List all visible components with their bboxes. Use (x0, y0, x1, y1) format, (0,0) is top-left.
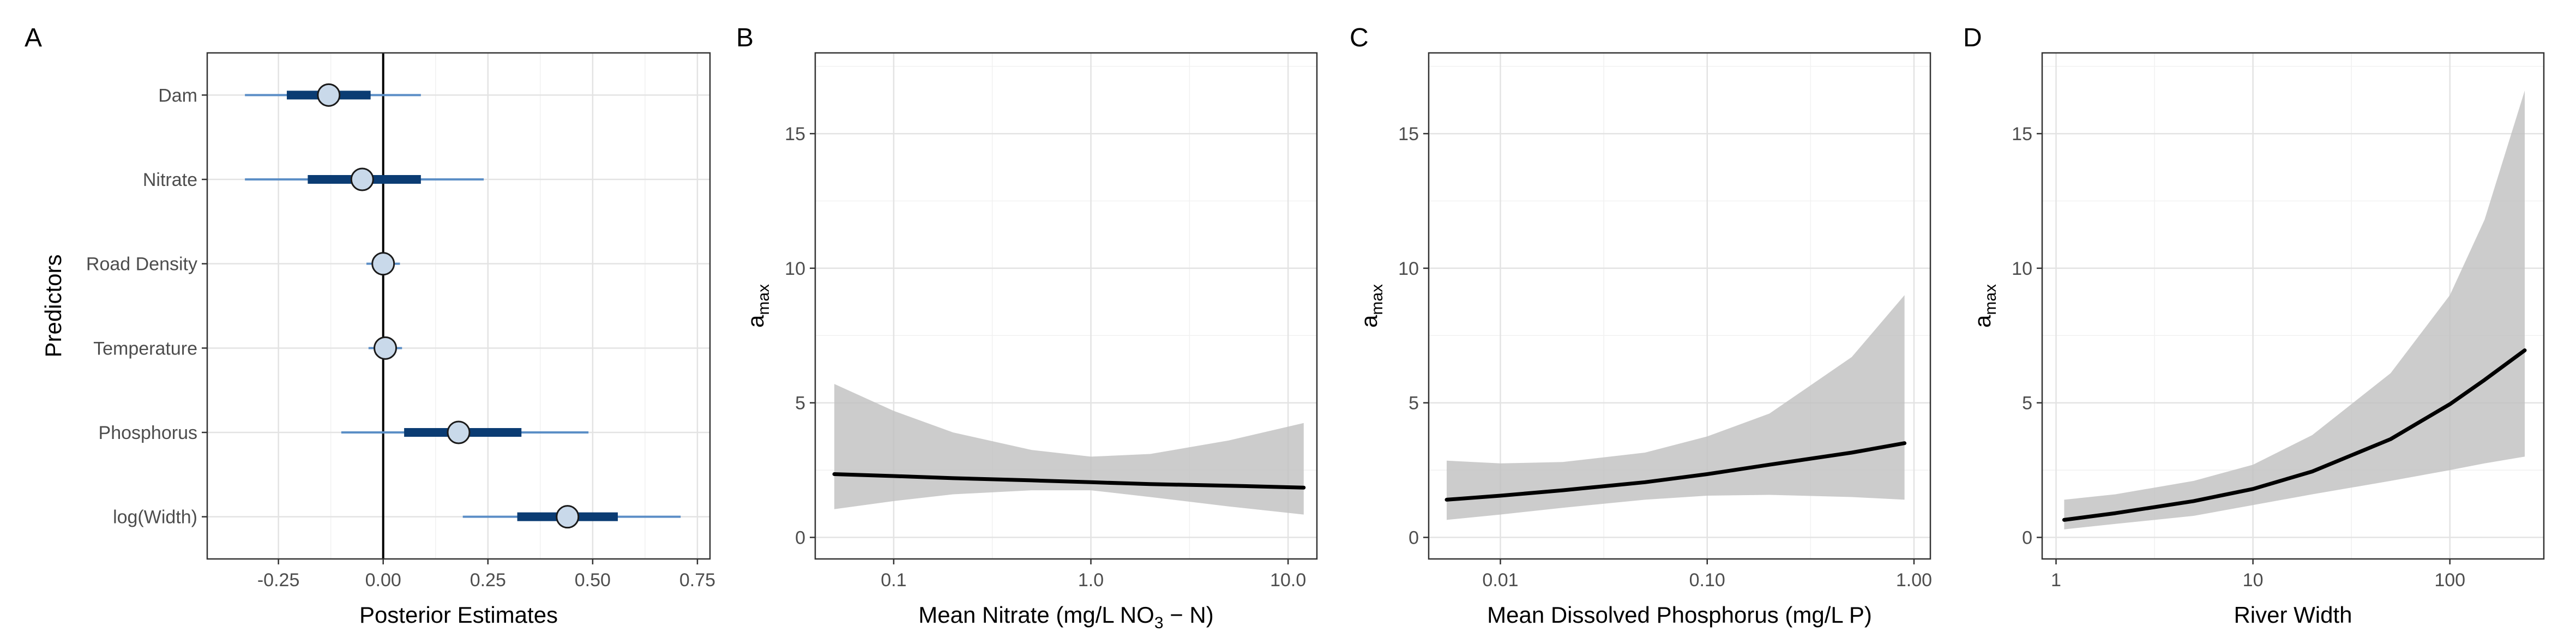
estimate-point-1 (317, 83, 341, 107)
y-tick-label: 15 (1398, 124, 1419, 145)
fitted-line (832, 472, 1306, 490)
x-tick-label: 0.1 (881, 570, 906, 591)
y-tick-label: Phosphorus (99, 423, 197, 443)
x-tick-label: 0.10 (1689, 570, 1725, 591)
estimate-point-5 (447, 420, 471, 444)
estimate-point-4 (374, 336, 398, 360)
y-tick-label: Temperature (93, 338, 197, 359)
estimate-point-3 (371, 252, 395, 276)
y-tick-label: 0 (1409, 528, 1419, 549)
y-axis-title: Predictors (40, 254, 66, 357)
y-axis-title-main: a (1970, 315, 1995, 328)
estimate-point-2 (350, 167, 374, 191)
y-axis-title: amax (1970, 284, 2000, 328)
panel-c-border (1428, 52, 1931, 560)
panel-d: D 0 5 10 15 1 10 100 River Width amax (1963, 23, 2545, 628)
y-axis-title: amax (1356, 284, 1386, 328)
y-tick-label: 15 (2012, 124, 2032, 145)
panel-a: A Dam Nitrate Road Density Temperature Phosph… (25, 23, 715, 628)
x-tick-label: 0.01 (1482, 570, 1518, 591)
y-tick-label: 5 (1409, 393, 1419, 414)
x-tick-label: 1 (2051, 570, 2061, 591)
x-tick-label: 1.00 (1896, 570, 1932, 591)
panel-a-border (206, 52, 711, 560)
estimate-point-6 (556, 505, 580, 529)
x-axis-title: River Width (2234, 602, 2352, 628)
y-axis-title-main: a (743, 315, 768, 328)
y-tick-label: 0 (795, 528, 805, 549)
x-tick-label: 100 (2434, 570, 2465, 591)
panel-a-tag: A (25, 23, 42, 52)
y-tick-label: 15 (785, 124, 805, 145)
panel-d-tag: D (1963, 23, 1982, 52)
panel-b-tag: B (736, 23, 754, 52)
y-axis-title-subscript: max (755, 284, 773, 315)
panel-c-tag: C (1350, 23, 1369, 52)
confidence-ribbon (1447, 295, 1905, 520)
x-axis-title-tail: − N) (1164, 602, 1214, 628)
panel-b-border (814, 52, 1318, 560)
x-tick-label: 0.00 (365, 570, 401, 591)
fitted-line (2062, 348, 2527, 522)
panel-d-border (2041, 52, 2545, 560)
y-tick-label: 5 (795, 393, 805, 414)
confidence-ribbon (834, 384, 1304, 515)
x-tick-label: 0.50 (575, 570, 611, 591)
panel-c: C 0 5 10 15 0.01 0.10 1.00 Mean Dissolved Phosph… (1350, 23, 1932, 628)
y-tick-label: log(Width) (113, 507, 197, 528)
y-tick-label: Nitrate (143, 170, 197, 190)
y-tick-label: 10 (785, 258, 805, 279)
fitted-line (1445, 441, 1907, 502)
x-tick-label: 0.75 (679, 570, 715, 591)
x-axis-title-main: Mean Nitrate (mg/L NO (918, 602, 1154, 628)
confidence-ribbon (2064, 91, 2525, 529)
y-tick-label: 5 (2022, 393, 2032, 414)
x-axis-title: Mean Nitrate (mg/L NO3 − N) (918, 602, 1213, 632)
y-axis-title-main: a (1356, 315, 1382, 328)
x-axis-title-subscript: 3 (1154, 614, 1164, 632)
panel-b: B 0 5 10 15 0.1 1.0 10.0 Mean Nitrate (mg/L NO3 … (736, 23, 1318, 632)
y-axis-title-subscript: max (1982, 284, 2000, 315)
x-tick-label: 10.0 (1270, 570, 1306, 591)
y-tick-label: Dam (158, 85, 197, 106)
x-tick-label: 0.25 (470, 570, 506, 591)
y-tick-label: 10 (2012, 258, 2032, 279)
x-tick-label: -0.25 (257, 570, 300, 591)
y-tick-label: Road Density (86, 254, 197, 275)
y-tick-label: 0 (2022, 528, 2032, 549)
x-axis-title: Mean Dissolved Phosphorus (mg/L P) (1487, 602, 1872, 628)
y-axis-title-subscript: max (1368, 284, 1386, 315)
x-axis-title-main: Mean Dissolved Phosphorus (mg/L P) (1487, 602, 1872, 628)
y-tick-label: 10 (1398, 258, 1419, 279)
x-axis-title: Posterior Estimates (359, 602, 558, 628)
x-tick-label: 10 (2243, 570, 2264, 591)
x-tick-label: 1.0 (1078, 570, 1104, 591)
y-axis-title: amax (743, 284, 773, 328)
x-axis-title-main: River Width (2234, 602, 2352, 628)
